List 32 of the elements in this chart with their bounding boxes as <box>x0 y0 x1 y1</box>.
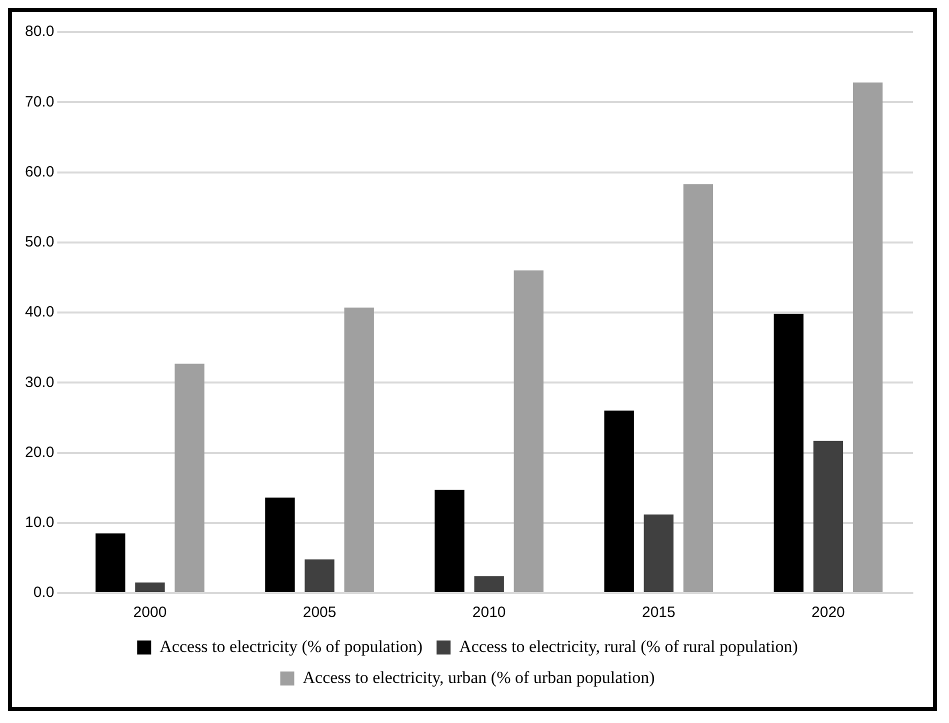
bar <box>813 440 844 592</box>
y-tick-label: 20.0 <box>24 444 54 461</box>
bar <box>604 410 634 592</box>
y-tick-label: 50.0 <box>24 234 54 251</box>
bar <box>304 559 334 592</box>
bar <box>434 490 464 592</box>
x-tick-label: 2010 <box>472 604 506 622</box>
y-tick-label: 60.0 <box>24 163 54 180</box>
bar <box>265 498 295 592</box>
legend-label: Access to electricity (% of population) <box>160 636 423 656</box>
bar <box>96 533 126 592</box>
bar <box>644 514 674 592</box>
y-tick-label: 0.0 <box>33 584 54 602</box>
x-tick-label: 2020 <box>812 604 845 622</box>
x-tick-label: 2000 <box>133 604 167 622</box>
y-tick-label: 70.0 <box>24 93 54 110</box>
bar <box>174 364 204 592</box>
bar <box>474 576 504 592</box>
y-tick-label: 30.0 <box>24 374 54 391</box>
x-tick-label: 2005 <box>302 604 336 622</box>
x-tick-label: 2015 <box>642 604 676 622</box>
bar <box>852 82 883 592</box>
y-tick-label: 80.0 <box>24 23 54 40</box>
bar <box>135 582 165 592</box>
bar <box>774 314 804 592</box>
bar <box>344 308 374 592</box>
bar <box>683 184 714 592</box>
y-tick-label: 40.0 <box>24 304 54 321</box>
legend-label: Access to electricity, rural (% of rural population) <box>459 636 798 656</box>
y-tick-label: 10.0 <box>24 514 54 532</box>
legend-label: Access to electricity, urban (% of urban population) <box>302 668 655 687</box>
bar <box>514 270 544 592</box>
